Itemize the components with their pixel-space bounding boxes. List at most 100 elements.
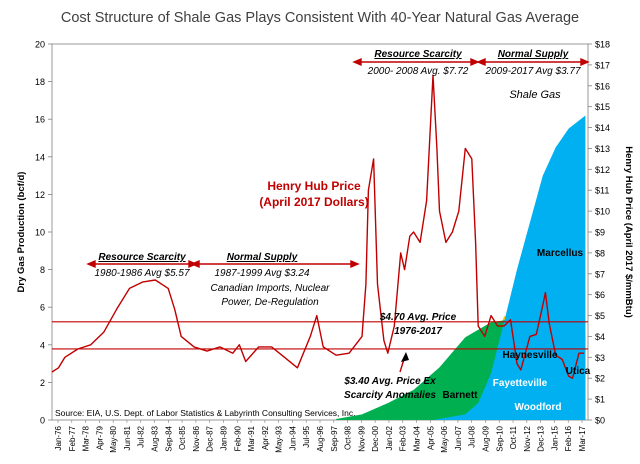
series-label-fayetteville: Fayetteville	[493, 378, 548, 389]
arrow-normal-2-right-head	[580, 57, 590, 67]
x-tick-label: Dec-00	[371, 425, 380, 451]
left-tick-label: 12	[35, 190, 45, 200]
left-tick-label: 18	[35, 77, 45, 87]
henry-hub-price-line	[51, 74, 585, 379]
left-tick-label: 10	[35, 228, 45, 238]
label-avg-470-2: 1976-2017	[394, 326, 442, 337]
label-avg-470-1: $4.70 Avg. Price	[379, 312, 457, 323]
right-tick-label: $3	[595, 353, 605, 363]
x-tick-label: Sep-84	[164, 425, 173, 451]
x-tick-label: Mar-78	[82, 425, 91, 451]
x-tick-label: Feb-03	[399, 425, 408, 451]
x-tick-label: Mar-91	[247, 425, 256, 451]
period-arrows	[86, 57, 590, 373]
left-tick-label: 4	[40, 340, 45, 350]
label-avg-340-1: $3.40 Avg. Price Ex	[343, 376, 436, 387]
right-tick-label: $17	[595, 60, 610, 70]
arrow-scarcity-1-left-head	[86, 259, 96, 269]
arrow-normal-2-left-head	[476, 57, 486, 67]
right-tick-label: $0	[595, 416, 605, 426]
left-tick-label: 2	[40, 378, 45, 388]
label-resource-scarcity-1-avg: 1980-1986 Avg $5.57	[94, 268, 190, 279]
left-axis-title: Dry Gas Production (bcf/d)	[16, 172, 27, 293]
x-tick-label: Dec-87	[206, 425, 215, 451]
arrow-avg-340-pointer-head	[401, 352, 409, 362]
right-axis-ticks: $0 $1 $2 $3 $4 $5 $6 $7 $8 $9 $10 $11 $12 $13 $14 $15 $1…	[588, 40, 610, 426]
label-henry-hub-2: (April 2017 Dollars)	[259, 195, 368, 209]
series-label-barnett: Barnett	[442, 390, 478, 401]
x-tick-label: Jun-81	[123, 425, 132, 450]
x-tick-label: Oct-98	[344, 425, 353, 450]
x-tick-label: Sep-97	[330, 425, 339, 451]
arrow-scarcity-2-right-head	[470, 57, 480, 67]
label-normal-supply-1-note-2: Power, De-Regulation	[221, 297, 319, 308]
left-tick-label: 14	[35, 152, 45, 162]
left-axis-ticks: 0 2 4 6 8 10 12 14 16 18 20	[35, 40, 52, 426]
right-tick-label: $2	[595, 374, 605, 384]
x-tick-label: Feb-16	[564, 425, 573, 451]
x-tick-label: May-93	[275, 425, 284, 452]
x-tick-label: Aug-09	[481, 425, 490, 451]
x-tick-label: Jun-07	[454, 425, 463, 450]
x-tick-label: Apr-05	[426, 425, 435, 450]
x-tick-label: Mar-04	[413, 425, 422, 451]
x-tick-label: Aug-96	[316, 425, 325, 451]
x-tick-label: Jan-76	[54, 425, 63, 450]
arrow-scarcity-2-left-head	[352, 57, 362, 67]
label-henry-hub-1: Henry Hub Price	[267, 179, 361, 193]
left-tick-label: 6	[40, 303, 45, 313]
right-tick-label: $15	[595, 102, 610, 112]
series-label-marcellus: Marcellus	[537, 248, 584, 259]
x-tick-label: Jul-82	[137, 425, 146, 447]
right-axis-title: Henry Hub Price (April 2017 $/mmBtu)	[623, 146, 634, 318]
left-tick-label: 16	[35, 115, 45, 125]
arrow-normal-1-right-head	[350, 259, 360, 269]
right-tick-label: $9	[595, 228, 605, 238]
source-note: Source: EIA, U.S. Dept. of Labor Statist…	[55, 408, 355, 418]
label-normal-supply-2-avg: 2009-2017 Avg $3.77	[484, 66, 581, 77]
series-label-woodford: Woodford	[514, 402, 561, 413]
x-tick-label: Dec-13	[537, 425, 546, 451]
x-tick-label: Sep-10	[495, 425, 504, 451]
x-tick-label: Mar-17	[578, 425, 587, 451]
right-tick-label: $5	[595, 311, 605, 321]
x-tick-label: Jan-15	[550, 425, 559, 450]
x-tick-label: Apr-79	[95, 425, 104, 450]
right-tick-label: $7	[595, 269, 605, 279]
x-tick-label: Nov-86	[192, 425, 201, 451]
right-tick-label: $11	[595, 186, 609, 196]
right-tick-label: $10	[595, 207, 610, 217]
right-tick-label: $1	[595, 395, 605, 405]
x-tick-label: Oct-85	[178, 425, 187, 450]
label-avg-340-2: Scarcity Anomalies	[344, 390, 436, 401]
right-tick-label: $4	[595, 332, 605, 342]
x-tick-label: Jan-89	[219, 425, 228, 450]
x-tick-label: Jun-94	[288, 425, 297, 450]
x-tick-label: Nov-99	[357, 425, 366, 451]
production-areas	[336, 115, 586, 420]
reference-lines	[52, 321, 588, 350]
x-tick-label: May-06	[440, 425, 449, 452]
right-tick-label: $8	[595, 248, 605, 258]
x-tick-label: Jan-02	[385, 425, 394, 450]
x-tick-label: Feb-90	[233, 425, 242, 451]
label-normal-supply-1: Normal Supply	[227, 252, 298, 263]
label-resource-scarcity-1: Resource Scarcity	[98, 252, 186, 263]
area-marcellus	[433, 115, 586, 420]
series-label-utica: Utica	[566, 366, 591, 377]
right-tick-label: $18	[595, 40, 610, 50]
right-tick-label: $13	[595, 144, 610, 154]
x-tick-label: Oct-11	[509, 425, 518, 449]
x-tick-label: Jul-95	[302, 425, 311, 447]
arrow-normal-1-left-head	[190, 259, 200, 269]
label-normal-supply-1-avg: 1987-1999 Avg $3.24	[214, 268, 310, 279]
label-shale-gas: Shale Gas	[509, 89, 561, 101]
right-tick-label: $6	[595, 290, 605, 300]
right-tick-label: $16	[595, 81, 610, 91]
label-resource-scarcity-2-avg: 2000- 2008 Avg. $7.72	[367, 66, 469, 77]
series-label-haynesville: Haynesville	[502, 350, 557, 361]
series-labels: Marcellus Barnett Haynesville Fayettevil…	[442, 248, 590, 413]
left-tick-label: 0	[40, 416, 45, 426]
